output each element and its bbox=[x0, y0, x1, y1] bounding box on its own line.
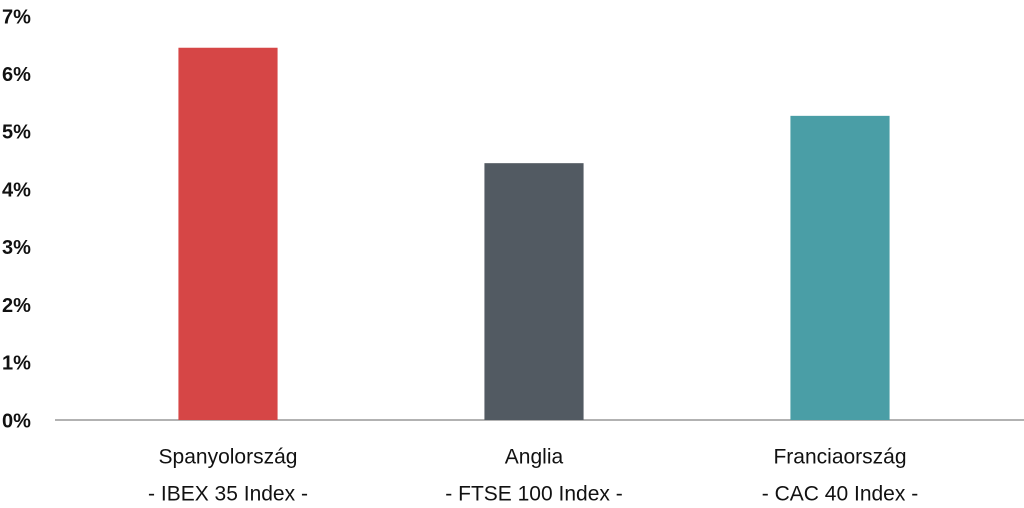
y-tick-label: 0% bbox=[2, 410, 31, 432]
x-tick-label: - IBEX 35 Index - bbox=[148, 483, 308, 506]
y-tick-label: 7% bbox=[2, 6, 31, 28]
x-tick-label: - CAC 40 Index - bbox=[762, 483, 918, 506]
y-tick-label: 1% bbox=[2, 353, 31, 375]
bar bbox=[790, 115, 890, 421]
y-tick-label: 3% bbox=[2, 237, 31, 259]
x-tick-label: Spanyolország bbox=[159, 446, 298, 469]
bar bbox=[178, 47, 278, 420]
y-tick-label: 4% bbox=[2, 179, 31, 201]
x-tick-label: - FTSE 100 Index - bbox=[445, 483, 622, 506]
bar bbox=[484, 163, 584, 420]
y-tick-label: 2% bbox=[2, 295, 31, 317]
x-tick-label: Franciaország bbox=[773, 446, 906, 469]
x-tick-label: Anglia bbox=[505, 446, 564, 469]
y-tick-label: 6% bbox=[2, 64, 31, 86]
y-tick-label: 5% bbox=[2, 122, 31, 144]
